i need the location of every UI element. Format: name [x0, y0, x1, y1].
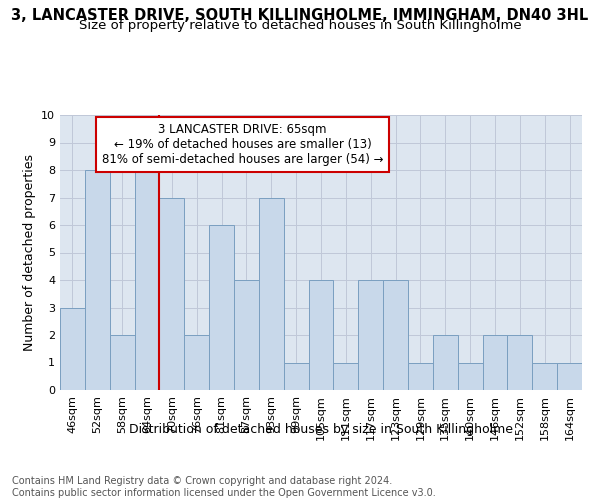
Bar — [85, 170, 110, 390]
Bar — [482, 335, 508, 390]
Text: 3 LANCASTER DRIVE: 65sqm
← 19% of detached houses are smaller (13)
81% of semi-d: 3 LANCASTER DRIVE: 65sqm ← 19% of detach… — [102, 123, 383, 166]
Bar — [433, 335, 458, 390]
Bar — [284, 362, 308, 390]
Bar — [358, 280, 383, 390]
Bar — [184, 335, 209, 390]
Text: 3, LANCASTER DRIVE, SOUTH KILLINGHOLME, IMMINGHAM, DN40 3HL: 3, LANCASTER DRIVE, SOUTH KILLINGHOLME, … — [11, 8, 589, 22]
Bar — [60, 308, 85, 390]
Bar — [134, 170, 160, 390]
Bar — [408, 362, 433, 390]
Text: Size of property relative to detached houses in South Killingholme: Size of property relative to detached ho… — [79, 19, 521, 32]
Bar — [234, 280, 259, 390]
Bar — [508, 335, 532, 390]
Text: Contains HM Land Registry data © Crown copyright and database right 2024.
Contai: Contains HM Land Registry data © Crown c… — [12, 476, 436, 498]
Bar — [334, 362, 358, 390]
Text: Distribution of detached houses by size in South Killingholme: Distribution of detached houses by size … — [129, 422, 513, 436]
Bar — [110, 335, 134, 390]
Bar — [383, 280, 408, 390]
Y-axis label: Number of detached properties: Number of detached properties — [23, 154, 35, 351]
Bar — [259, 198, 284, 390]
Bar — [209, 225, 234, 390]
Bar — [458, 362, 482, 390]
Bar — [160, 198, 184, 390]
Bar — [532, 362, 557, 390]
Bar — [557, 362, 582, 390]
Bar — [308, 280, 334, 390]
